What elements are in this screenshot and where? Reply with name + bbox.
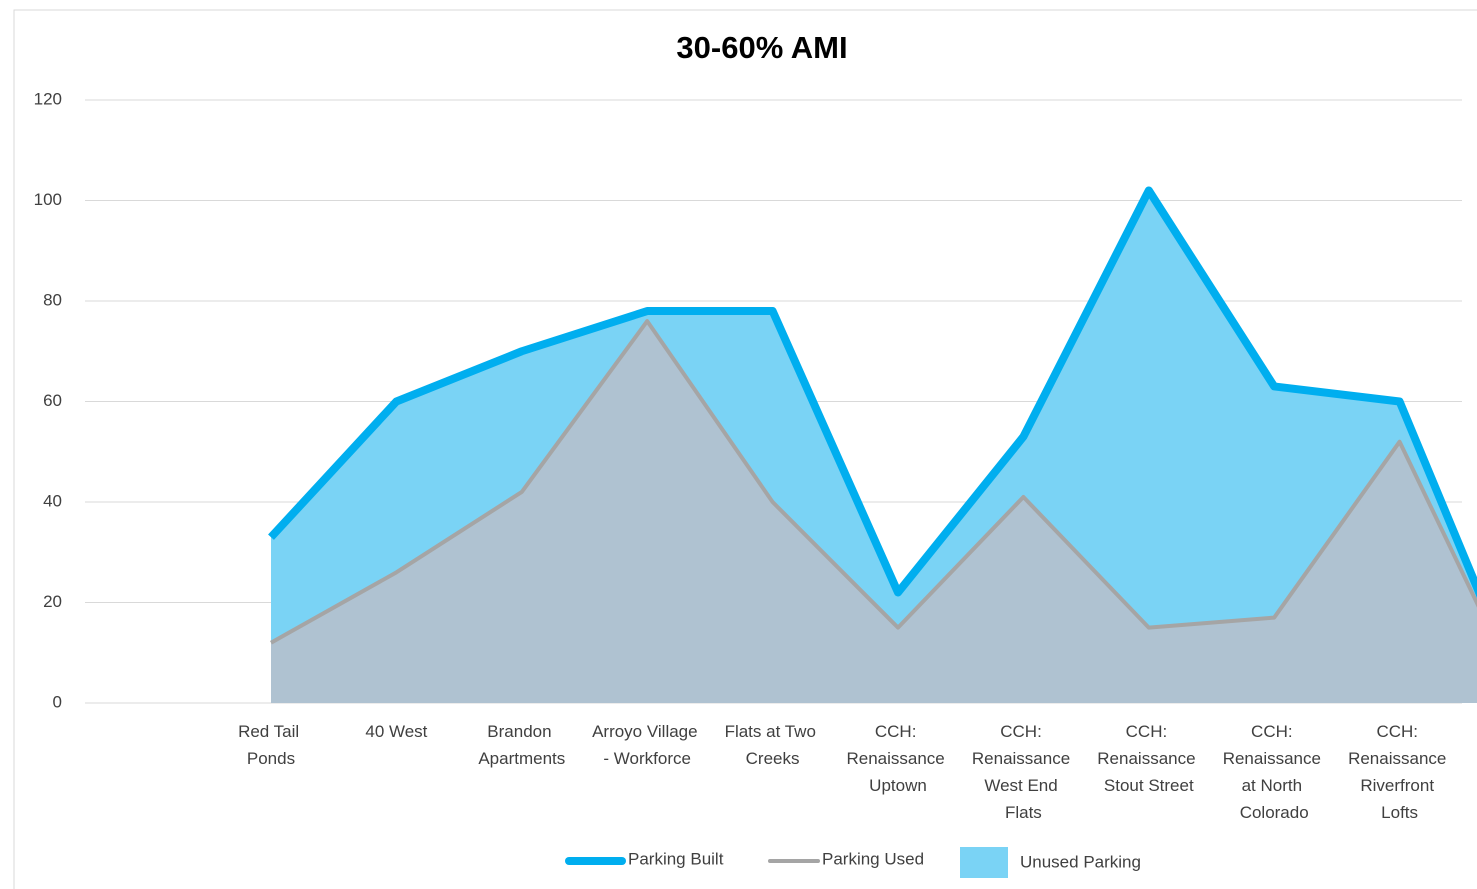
x-tick-label: CCH: Renaissance Stout Street bbox=[1097, 722, 1200, 795]
y-tick-label: 80 bbox=[43, 290, 62, 309]
x-tick-label: CCH: Renaissance West End Flats bbox=[972, 722, 1075, 822]
chart-title: 30-60% AMI bbox=[676, 30, 847, 65]
x-tick-label: Brandon Apartments bbox=[478, 722, 565, 768]
line bbox=[268, 186, 1477, 599]
y-tick-label: 40 bbox=[43, 491, 62, 510]
x-tick-label: Flats at Two Creeks bbox=[725, 722, 821, 768]
y-tick-label: 0 bbox=[53, 692, 62, 711]
legend-label: Parking Used bbox=[822, 849, 924, 868]
used-area bbox=[271, 321, 1477, 703]
x-tick-label: 40 West bbox=[365, 722, 427, 741]
line bbox=[270, 319, 1477, 645]
y-tick-label: 100 bbox=[34, 190, 62, 209]
x-tick-label: Arroyo Village - Workforce bbox=[592, 722, 702, 768]
x-tick-label: CCH: Renaissance Riverfront Lofts bbox=[1348, 722, 1451, 822]
legend-label: Unused Parking bbox=[1020, 852, 1141, 871]
x-tick-label: CCH: Renaissance at North Colorado bbox=[1223, 722, 1326, 822]
unused-area bbox=[271, 190, 1477, 643]
y-tick-label: 120 bbox=[34, 89, 62, 108]
plot-area bbox=[268, 186, 1477, 703]
y-tick-label: 60 bbox=[43, 391, 62, 410]
legend-swatch bbox=[960, 847, 1008, 878]
x-tick-label: Red Tail Ponds bbox=[238, 722, 304, 768]
x-tick-label: CCH: Renaissance Uptown bbox=[846, 722, 949, 795]
y-tick-label: 20 bbox=[43, 592, 62, 611]
legend-label: Parking Built bbox=[628, 849, 724, 868]
